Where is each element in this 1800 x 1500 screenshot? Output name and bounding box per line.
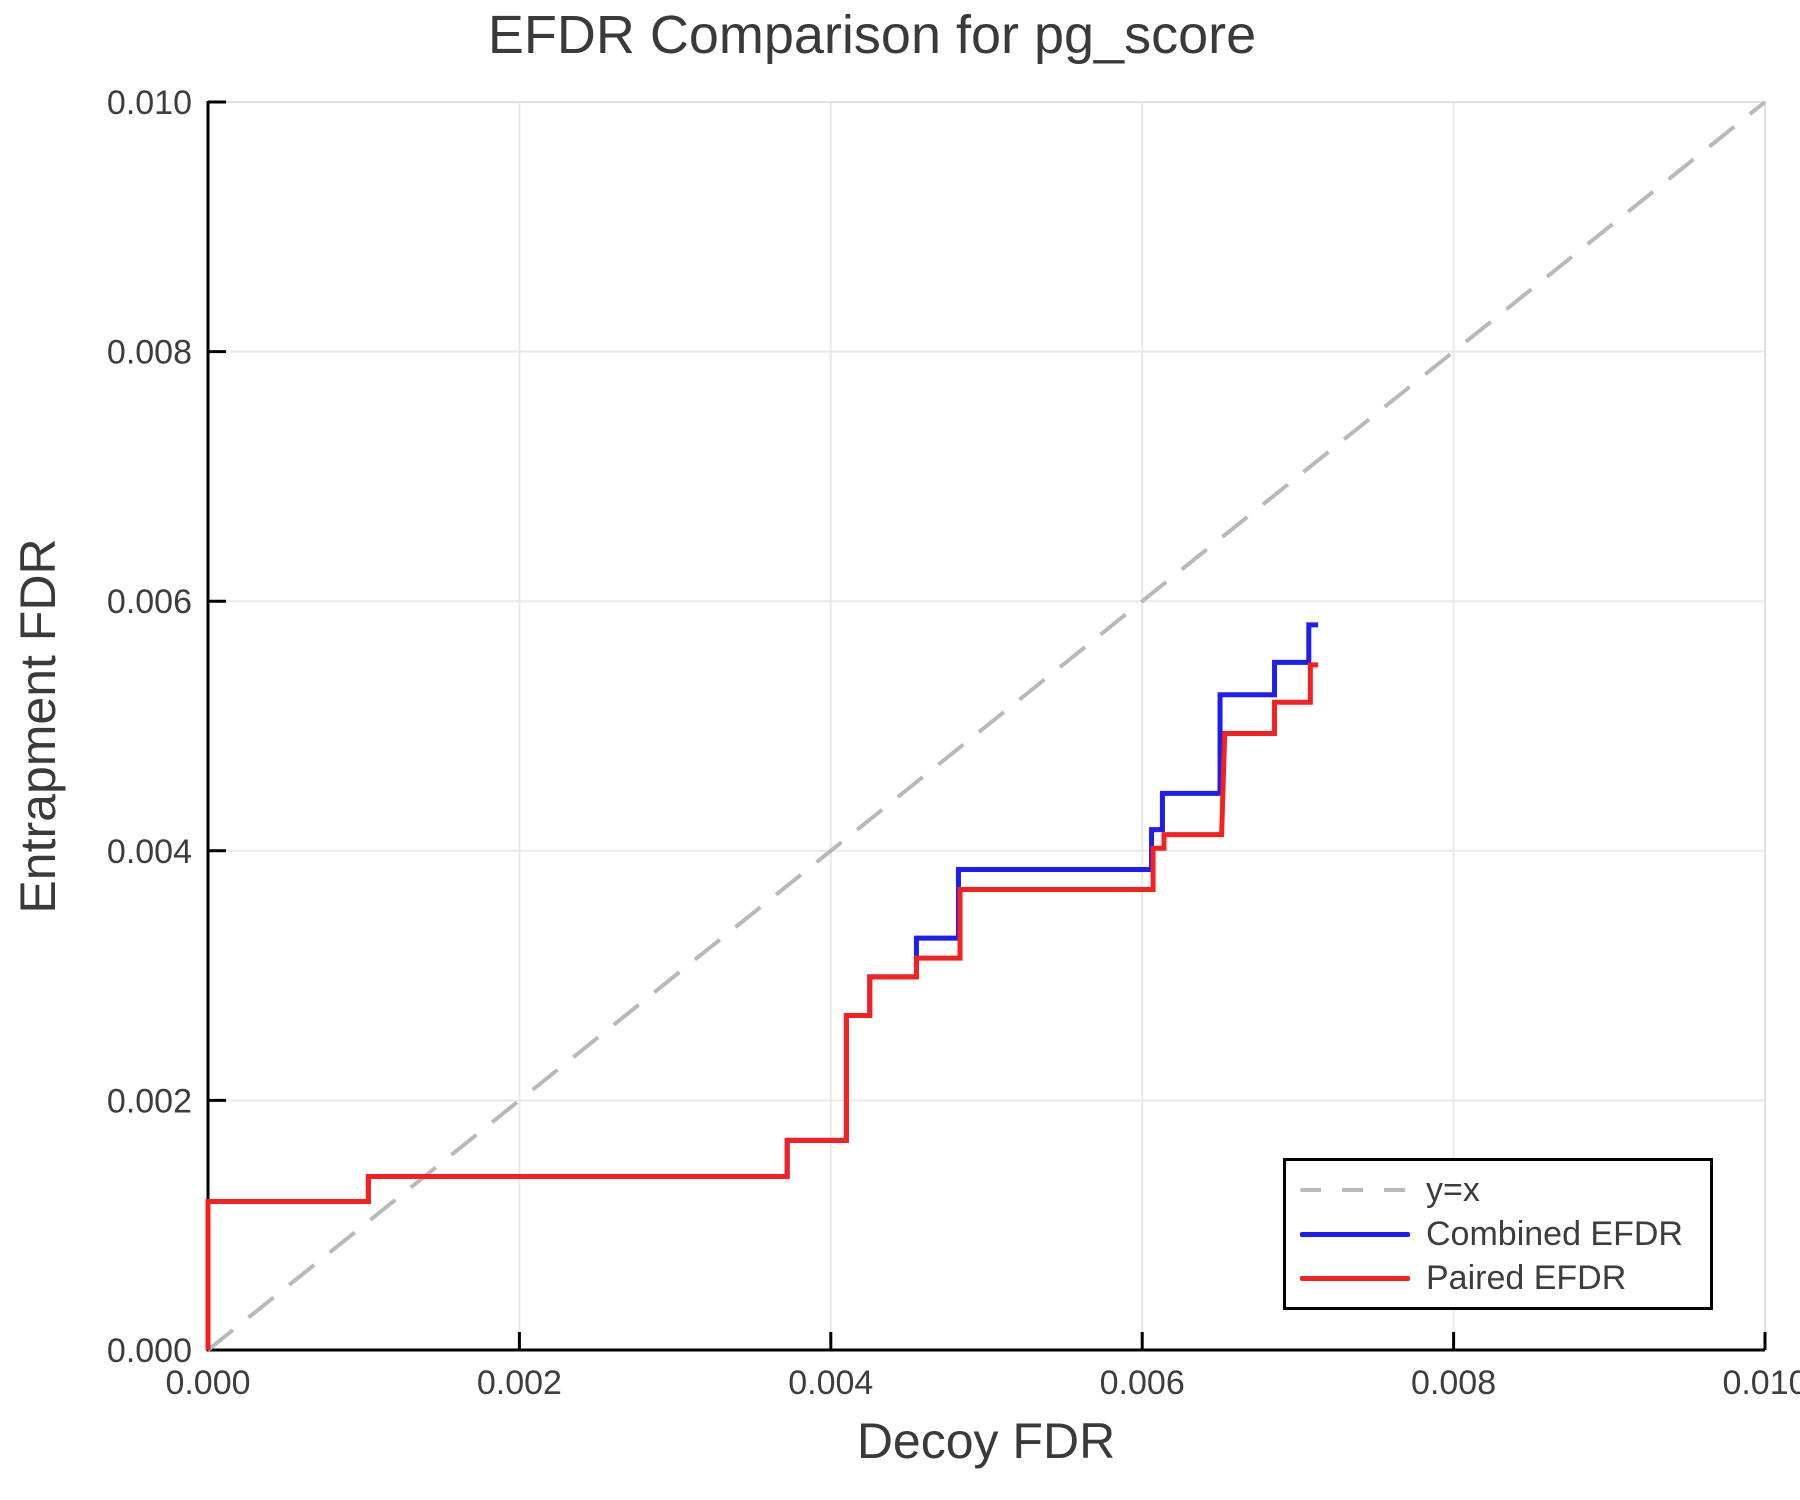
y-tick-label: 0.002 <box>107 1082 192 1120</box>
solid-line-sample <box>1300 1231 1410 1237</box>
x-tick-label: 0.006 <box>1100 1364 1185 1402</box>
legend-entry: Paired EFDR <box>1300 1260 1710 1296</box>
x-tick-label: 0.008 <box>1411 1364 1496 1402</box>
y-tick-label: 0.006 <box>107 583 192 621</box>
x-tick-label: 0.004 <box>788 1364 873 1402</box>
chart-title: EFDR Comparison for pg_score <box>487 5 1257 65</box>
dashed-line-sample <box>1300 1188 1410 1192</box>
x-tick-label: 0.002 <box>477 1364 562 1402</box>
y-tick-label: 0.008 <box>107 334 192 372</box>
legend: y=x Combined EFDR Paired EFDR <box>1283 1158 1713 1310</box>
x-tick-label: 0.010 <box>1722 1364 1800 1402</box>
legend-label: Combined EFDR <box>1426 1215 1683 1253</box>
legend-entry: Combined EFDR <box>1300 1216 1710 1252</box>
x-axis-label: Decoy FDR <box>856 1413 1116 1469</box>
y-tick-label: 0.000 <box>107 1332 192 1370</box>
y-tick-label: 0.010 <box>107 84 192 122</box>
legend-label: Paired EFDR <box>1426 1259 1627 1297</box>
x-tick-label: 0.000 <box>165 1364 250 1402</box>
series-line-paired-efdr <box>205 662 1319 1350</box>
legend-entry: y=x <box>1300 1172 1710 1208</box>
series-line-combined-efdr <box>205 622 1319 1350</box>
y-axis-label: Entrapment FDR <box>10 538 66 914</box>
legend-label: y=x <box>1426 1171 1480 1209</box>
y-tick-label: 0.004 <box>107 833 192 871</box>
identity-reference-line <box>206 100 1767 1352</box>
solid-line-sample <box>1300 1275 1410 1281</box>
